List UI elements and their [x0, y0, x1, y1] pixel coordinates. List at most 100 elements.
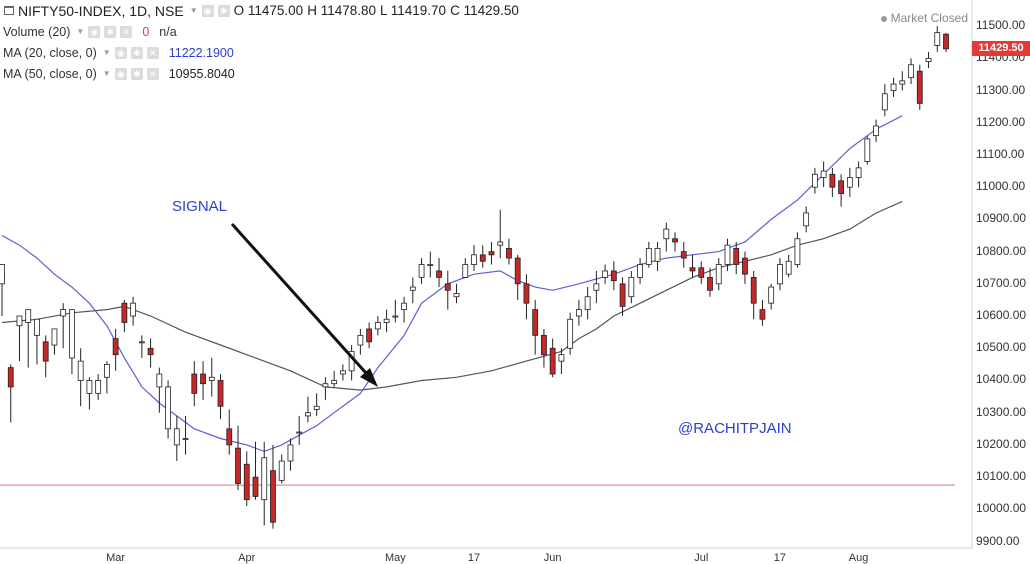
candle-down[interactable]: [549, 347, 556, 375]
candle-down[interactable]: [619, 283, 626, 307]
candle-down[interactable]: [829, 173, 836, 188]
candle-down[interactable]: [672, 238, 678, 243]
candle-up[interactable]: [173, 428, 180, 446]
close-icon[interactable]: ✕: [120, 25, 133, 38]
candle-up[interactable]: [593, 283, 600, 291]
candle-down[interactable]: [191, 373, 198, 394]
candle-down[interactable]: [252, 476, 259, 497]
gear-icon[interactable]: ✱: [130, 67, 143, 80]
ma20-label[interactable]: MA (20, close, 0): [3, 45, 97, 60]
candle-up[interactable]: [16, 315, 23, 327]
chevron-down-icon[interactable]: ▼: [102, 69, 111, 78]
candle-up[interactable]: [934, 32, 941, 46]
eye-icon[interactable]: ◉: [201, 4, 214, 17]
candle-up[interactable]: [637, 264, 643, 278]
candle-up[interactable]: [278, 460, 285, 481]
candle-up[interactable]: [881, 93, 888, 111]
candle-down[interactable]: [243, 463, 250, 501]
eye-icon[interactable]: ◉: [114, 67, 127, 80]
candle-up[interactable]: [418, 264, 425, 278]
candle-up[interactable]: [628, 276, 635, 298]
candle-up[interactable]: [724, 244, 731, 265]
candle-up[interactable]: [339, 370, 346, 375]
chevron-down-icon[interactable]: ▼: [189, 6, 198, 15]
candle-up[interactable]: [322, 383, 329, 388]
candle-up[interactable]: [401, 302, 407, 311]
candle-up[interactable]: [357, 334, 364, 346]
candle-down[interactable]: [759, 309, 766, 320]
close-icon[interactable]: ✕: [146, 67, 159, 80]
candle-up[interactable]: [165, 386, 171, 430]
candle-up[interactable]: [392, 315, 399, 318]
candle-down[interactable]: [680, 251, 687, 259]
candle-down[interactable]: [235, 447, 241, 484]
candle-up[interactable]: [25, 309, 32, 323]
eye-icon[interactable]: ◉: [114, 46, 127, 59]
candle-up[interactable]: [855, 167, 862, 178]
candle-up[interactable]: [453, 293, 460, 298]
candle-up[interactable]: [908, 64, 914, 79]
candle-down[interactable]: [270, 470, 276, 523]
candle-up[interactable]: [864, 138, 871, 162]
candle-up[interactable]: [654, 247, 661, 262]
candle-up[interactable]: [462, 264, 469, 278]
eye-icon[interactable]: ◉: [88, 25, 101, 38]
collapse-legend-icon[interactable]: [4, 6, 14, 15]
candle-up[interactable]: [567, 318, 574, 349]
candle-up[interactable]: [383, 318, 390, 323]
candle-up[interactable]: [51, 328, 58, 346]
candle-up[interactable]: [558, 354, 565, 362]
candle-up[interactable]: [785, 260, 792, 275]
candle-up[interactable]: [103, 363, 110, 378]
candle-up[interactable]: [86, 380, 93, 394]
candle-up[interactable]: [602, 270, 609, 278]
candle-up[interactable]: [899, 80, 906, 85]
candle-up[interactable]: [890, 83, 897, 91]
candle-up[interactable]: [287, 444, 294, 462]
candle-down[interactable]: [506, 247, 512, 259]
close-icon[interactable]: ✕: [146, 46, 159, 59]
candle-down[interactable]: [943, 33, 949, 50]
candle-down[interactable]: [7, 367, 14, 388]
candle-up[interactable]: [663, 228, 670, 240]
candle-up[interactable]: [305, 412, 311, 417]
candle-down[interactable]: [112, 338, 119, 356]
candle-down[interactable]: [42, 341, 49, 362]
candle-up[interactable]: [715, 264, 722, 285]
chevron-down-icon[interactable]: ▼: [102, 48, 111, 57]
candle-down[interactable]: [733, 247, 740, 265]
candle-up[interactable]: [846, 177, 853, 188]
candle-down[interactable]: [698, 267, 705, 278]
candle-up[interactable]: [331, 380, 338, 385]
candle-down[interactable]: [514, 257, 521, 285]
candle-down[interactable]: [838, 180, 845, 195]
candle-up[interactable]: [77, 360, 84, 381]
candle-down[interactable]: [121, 302, 128, 323]
volume-label[interactable]: Volume (20): [3, 24, 71, 39]
candle-up[interactable]: [296, 431, 303, 434]
candle-down[interactable]: [541, 334, 547, 356]
candle-up[interactable]: [794, 238, 801, 265]
candle-up[interactable]: [409, 286, 416, 291]
candle-up[interactable]: [427, 264, 434, 266]
candle-down[interactable]: [610, 270, 617, 282]
candle-down[interactable]: [217, 380, 224, 407]
candle-up[interactable]: [575, 309, 582, 317]
candle-up[interactable]: [471, 254, 477, 265]
candle-up[interactable]: [925, 57, 932, 62]
candle-up[interactable]: [497, 241, 504, 246]
candle-up[interactable]: [803, 212, 810, 227]
candle-up[interactable]: [811, 173, 818, 188]
candle-up[interactable]: [261, 457, 268, 501]
candle-down[interactable]: [147, 347, 154, 356]
candle-up[interactable]: [208, 376, 215, 381]
candle-up[interactable]: [645, 247, 652, 265]
gear-icon[interactable]: ✱: [130, 46, 143, 59]
candle-up[interactable]: [313, 405, 320, 410]
candle-up[interactable]: [873, 125, 879, 137]
candle-down[interactable]: [532, 309, 539, 336]
candle-up[interactable]: [182, 438, 189, 440]
candle-up[interactable]: [95, 380, 102, 394]
symbol-title[interactable]: NIFTY50-INDEX, 1D, NSE: [18, 2, 184, 19]
